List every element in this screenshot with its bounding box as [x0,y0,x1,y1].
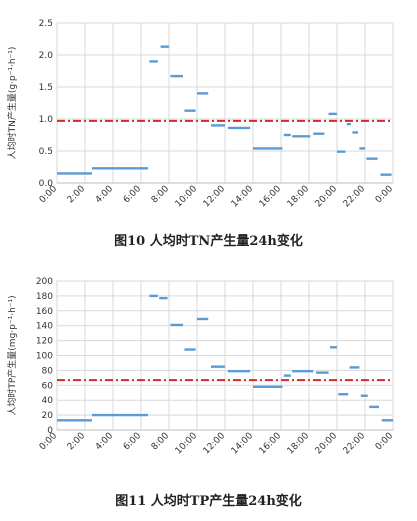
y-tick-label: 200 [36,277,53,287]
tp-caption: 图11 人均时TP产生量24h变化 [115,494,302,509]
x-tick-label: 16:00 [258,431,284,457]
y-tick-label: 120 [36,337,53,347]
y-tick-label: 1.0 [39,115,54,125]
x-tick-label: 18:00 [286,184,312,210]
y-tick-label: 100 [36,352,53,362]
x-tick-label: 16:00 [258,184,284,210]
x-tick-label: 10:00 [174,184,200,210]
x-tick-label: 4:00 [94,184,116,206]
y-tick-label: 2.0 [39,51,54,61]
tp-chart: 0 20 40 60 80 100 120 140 160 180 200 0:00 2:00 4:00 6… [6,277,396,457]
y-tick-label: 20 [42,411,54,421]
y-tick-label: 0.5 [39,147,53,157]
x-tick-label: 22:00 [342,431,368,457]
y-tick-label: 40 [42,396,54,406]
x-tick-label: 8:00 [150,184,172,206]
y-tick-label: 1.5 [39,83,53,93]
x-tick-label: 20:00 [314,431,340,457]
y-tick-label: 80 [42,366,54,376]
y-tick-label: 180 [36,292,53,302]
y-tick-label: 160 [36,307,53,317]
tn-caption: 图10 人均时TN产生量24h变化 [114,234,303,249]
x-tick-label: 8:00 [150,431,172,453]
x-tick-label: 12:00 [202,184,228,210]
y-axis-label: 人均时TP产生量(mg·p⁻¹·h⁻¹) [6,295,18,415]
y-tick-label: 140 [36,322,53,332]
x-tick-label: 2:00 [66,184,88,206]
x-tick-label: 6:00 [122,431,144,453]
x-tick-label: 20:00 [314,184,340,210]
tn-chart: 0.0 0.5 1.0 1.5 2.0 2.5 0:00 2:00 4:00 6:00 8:00 10… [6,19,396,210]
x-tick-label: 18:00 [286,431,312,457]
y-tick-label: 2.5 [39,19,53,29]
x-tick-label: 0:00 [38,431,60,453]
y-tick-label: 0 [47,426,53,436]
y-tick-label: 60 [42,381,54,391]
x-tick-label: 6:00 [122,184,144,206]
x-tick-label: 0:00 [374,431,396,453]
x-tick-label: 12:00 [202,431,228,457]
x-tick-label: 2:00 [66,431,88,453]
x-tick-label: 4:00 [94,431,116,453]
x-tick-label: 10:00 [174,431,200,457]
y-tick-label: 0.0 [39,179,54,189]
x-tick-label: 14:00 [230,431,256,457]
x-tick-label: 0:00 [374,184,396,206]
x-tick-label: 14:00 [230,184,256,210]
y-axis-label: 人均时TN产生量(g·p⁻¹·h⁻¹) [6,47,18,160]
x-tick-label: 22:00 [342,184,368,210]
